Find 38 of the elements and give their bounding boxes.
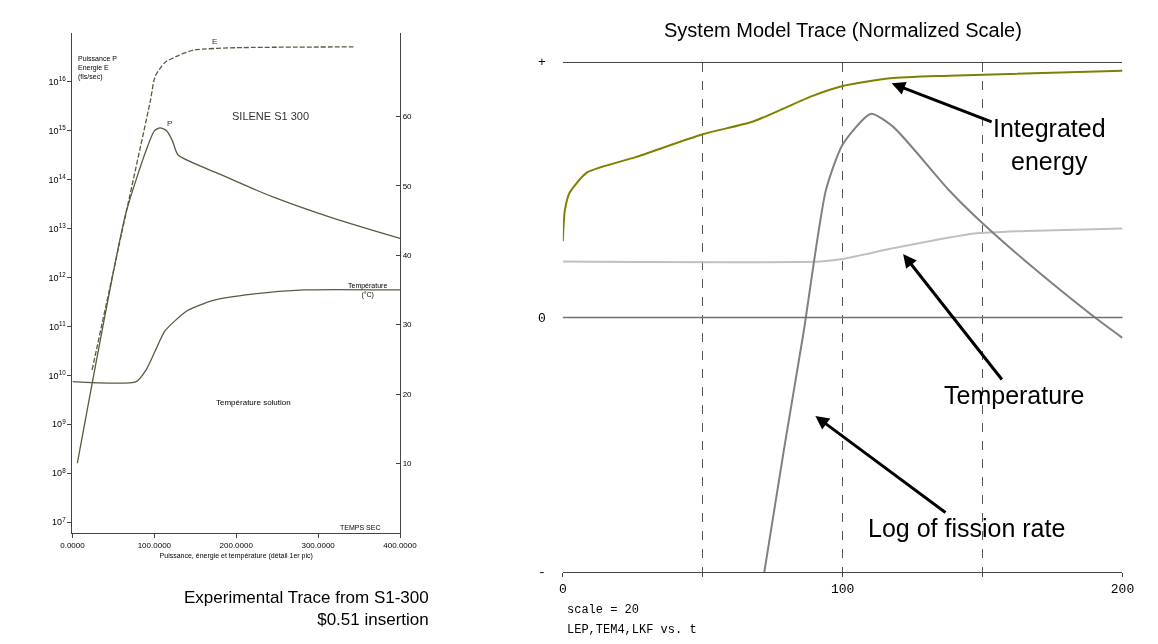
y-tick-label: 10$^{10}$ bbox=[48, 368, 67, 381]
y-tick-label: 10$^{7}$ bbox=[52, 515, 67, 528]
x-tick-label: 300.0000 bbox=[301, 540, 336, 550]
annotation: Log of fission rate bbox=[868, 514, 1066, 542]
x-tick-label: 200.0000 bbox=[219, 540, 254, 550]
y-tick-label: 10$^{11}$ bbox=[49, 319, 67, 332]
annotation: P bbox=[167, 119, 173, 128]
y2-tick-label: 10 bbox=[402, 459, 413, 469]
y-tick-label: 10$^{16}$ bbox=[48, 75, 67, 88]
y2-tick-label: 20 bbox=[402, 389, 413, 399]
y2-tick-label: 30 bbox=[402, 320, 413, 330]
y-tick-label: 10$^{8}$ bbox=[52, 466, 67, 479]
x-tick-label: 100 bbox=[830, 581, 855, 597]
y-tick-label: 10$^{12}$ bbox=[48, 270, 67, 283]
y2-tick-label: 60 bbox=[402, 112, 413, 122]
x-tick-label: 0 bbox=[558, 581, 567, 597]
x-tick-label: 100.0000 bbox=[137, 540, 172, 550]
text: LEP,TEM4,LKF vs. t bbox=[567, 623, 697, 637]
y-tick-label: 10$^{9}$ bbox=[52, 417, 67, 430]
text: Experimental Trace from S1-300 $0.51 insertion bbox=[184, 588, 429, 630]
text: + bbox=[538, 55, 546, 70]
text: 0 bbox=[538, 311, 546, 326]
annotation: Temperature bbox=[944, 381, 1085, 409]
x-tick-label: 200 bbox=[1110, 581, 1135, 597]
chart-title: System Model Trace (Normalized Scale) bbox=[664, 19, 1022, 41]
y-tick-label: 10$^{15}$ bbox=[48, 124, 67, 136]
y-tick-label: 10$^{14}$ bbox=[48, 173, 67, 185]
annotation: Température solution bbox=[216, 398, 291, 407]
text: SILENE S1 300 bbox=[232, 110, 310, 122]
annotation: Integrated energy bbox=[993, 114, 1106, 175]
text: scale = 20 bbox=[567, 603, 640, 617]
x-tick-label: 0.0000 bbox=[60, 540, 86, 550]
y-tick-label: 10$^{13}$ bbox=[48, 222, 67, 234]
annotation: E bbox=[212, 37, 218, 46]
text: - bbox=[538, 565, 546, 580]
y2-tick-label: 50 bbox=[402, 181, 413, 191]
x-tick-label: 400.0000 bbox=[383, 540, 418, 550]
y2-tick-label: 40 bbox=[402, 251, 413, 261]
